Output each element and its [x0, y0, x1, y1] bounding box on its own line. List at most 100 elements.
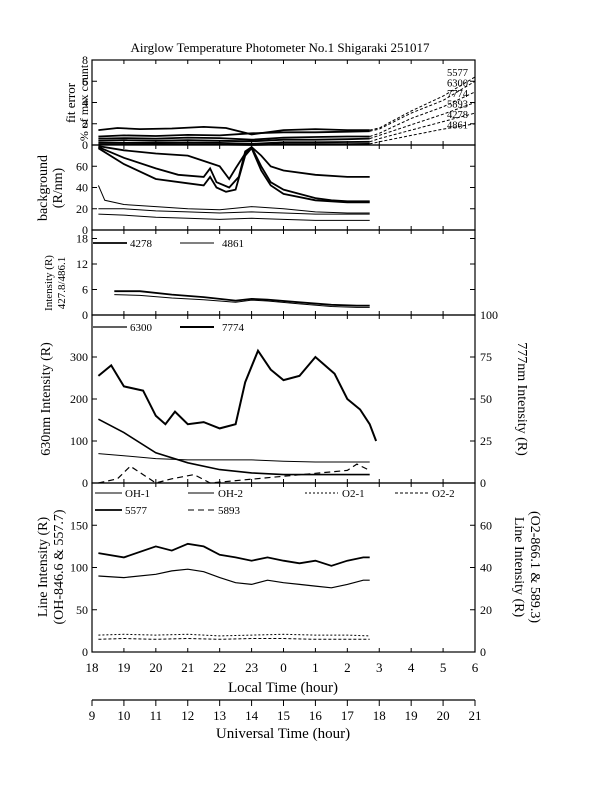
series-bg-1 — [98, 145, 370, 181]
series-4861 — [114, 294, 370, 308]
legend-label: 5577 — [125, 505, 148, 517]
ytick-label: 0 — [82, 476, 88, 490]
figure-title: Airglow Temperature Photometer No.1 Shig… — [131, 40, 431, 55]
ytick-label: 50 — [76, 603, 88, 617]
xtick-ut-label: 11 — [150, 708, 163, 723]
series-7774 — [98, 135, 370, 141]
xtick-ut-label: 20 — [437, 708, 450, 723]
ytick-right-label: 60 — [480, 518, 492, 532]
annotation-label: 7774 — [447, 89, 469, 100]
xtick-ut-label: 16 — [309, 708, 323, 723]
ytick-label: 0 — [82, 308, 88, 322]
series-7774 — [98, 418, 370, 476]
ytick-label: 200 — [70, 392, 88, 406]
ytick-right-label: 75 — [480, 350, 492, 364]
xtick-local-label: 0 — [280, 660, 287, 675]
xtick-ut-label: 21 — [469, 708, 482, 723]
series-bg-6 — [98, 213, 370, 221]
ytick-label: 150 — [70, 518, 88, 532]
ylabel-4278-1: Intensity (R) — [43, 255, 55, 311]
ylabel-line-right-2: (O2-866.1 & 589.3) — [527, 511, 542, 623]
legend-label: 7774 — [222, 322, 245, 334]
panels: 0246802040600612180100200300025507510005… — [70, 53, 498, 723]
series-bg-3 — [97, 146, 370, 204]
annotation-label: 4278 — [447, 110, 468, 121]
ytick-right-label: 0 — [480, 645, 486, 659]
ytick-right-label: 50 — [480, 392, 492, 406]
xtick-local-label: 2 — [344, 660, 351, 675]
ytick-label: 0 — [82, 138, 88, 152]
ylabel-background-2: (R/nm) — [51, 167, 66, 208]
annotation-label: 5577 — [447, 68, 468, 79]
ytick-label: 100 — [70, 434, 88, 448]
series-4278 — [114, 290, 370, 307]
xtick-ut-label: 19 — [405, 708, 418, 723]
series-dashed-1 — [98, 463, 370, 484]
ylabel-fit-error-1: fit error — [63, 82, 78, 123]
series-5577-trend — [369, 76, 476, 131]
series-bg-5 — [98, 208, 370, 215]
xtick-local-label: 20 — [149, 660, 162, 675]
xtick-local-label: 3 — [376, 660, 383, 675]
legend-label: 4861 — [222, 238, 244, 250]
annotation-label: 5893 — [447, 100, 468, 111]
ylabel-line-1: Line Intensity (R) — [36, 517, 51, 618]
legend-label: OH-1 — [125, 488, 150, 500]
panel-frame-4 — [91, 482, 476, 653]
ytick-label: 0 — [82, 223, 88, 237]
ytick-label: 6 — [82, 74, 88, 88]
ytick-label: 8 — [82, 53, 88, 67]
xtick-ut-label: 17 — [341, 708, 355, 723]
xtick-local-label: 4 — [408, 660, 415, 675]
xtick-ut-label: 13 — [213, 708, 226, 723]
ytick-right-label: 25 — [480, 434, 492, 448]
series-4278-trend — [369, 112, 476, 143]
series-5893-trend — [369, 102, 476, 140]
series-6300-trend — [369, 80, 476, 132]
ylabel-fit-error-2: % of max count — [77, 64, 91, 141]
ytick-label: 100 — [70, 561, 88, 575]
xlabel-local: Local Time (hour) — [228, 680, 338, 696]
series-O2-1 — [98, 633, 370, 637]
legend-label: O2-1 — [342, 488, 365, 500]
legend-label: 4278 — [130, 238, 153, 250]
series-bg-2 — [98, 145, 370, 203]
xtick-local-label: 19 — [117, 660, 130, 675]
xtick-local-label: 1 — [312, 660, 319, 675]
ylabel-line-right-1: Line Intensity (R) — [511, 517, 526, 618]
ytick-label: 0 — [82, 645, 88, 659]
ylabel-630: 630nm Intensity (R) — [39, 342, 54, 456]
xtick-local-label: 21 — [181, 660, 194, 675]
ytick-right-label: 40 — [480, 561, 492, 575]
xtick-ut-label: 14 — [245, 708, 259, 723]
ylabel-777: 777nm Intensity (R) — [514, 342, 529, 456]
ytick-label: 12 — [76, 257, 88, 271]
ylabel-line-2: (OH-846.6 & 557.7) — [52, 509, 67, 624]
ytick-label: 6 — [82, 283, 88, 297]
series-OH-2 — [98, 568, 370, 589]
series-6300 — [97, 348, 378, 442]
ytick-right-label: 0 — [480, 476, 486, 490]
series-4278 — [98, 140, 370, 145]
ytick-label: 4 — [82, 96, 88, 110]
ytick-label: 300 — [70, 350, 88, 364]
ylabel-background-1: background — [36, 155, 51, 221]
legend-label: 5893 — [218, 505, 241, 517]
series-6300 — [98, 130, 370, 138]
xtick-local-label: 6 — [472, 660, 479, 675]
ytick-label: 40 — [76, 181, 88, 195]
xtick-local-label: 5 — [440, 660, 447, 675]
ytick-label: 60 — [76, 159, 88, 173]
xtick-ut-label: 18 — [373, 708, 386, 723]
series-4861-trend — [369, 123, 476, 145]
xtick-ut-label: 10 — [117, 708, 130, 723]
legend-label: O2-2 — [432, 488, 455, 500]
series-5893 — [98, 137, 370, 143]
xtick-ut-label: 12 — [181, 708, 194, 723]
xtick-local-label: 23 — [245, 660, 258, 675]
ytick-label: 18 — [76, 232, 88, 246]
xtick-local-label: 22 — [213, 660, 226, 675]
ytick-label: 2 — [82, 117, 88, 131]
